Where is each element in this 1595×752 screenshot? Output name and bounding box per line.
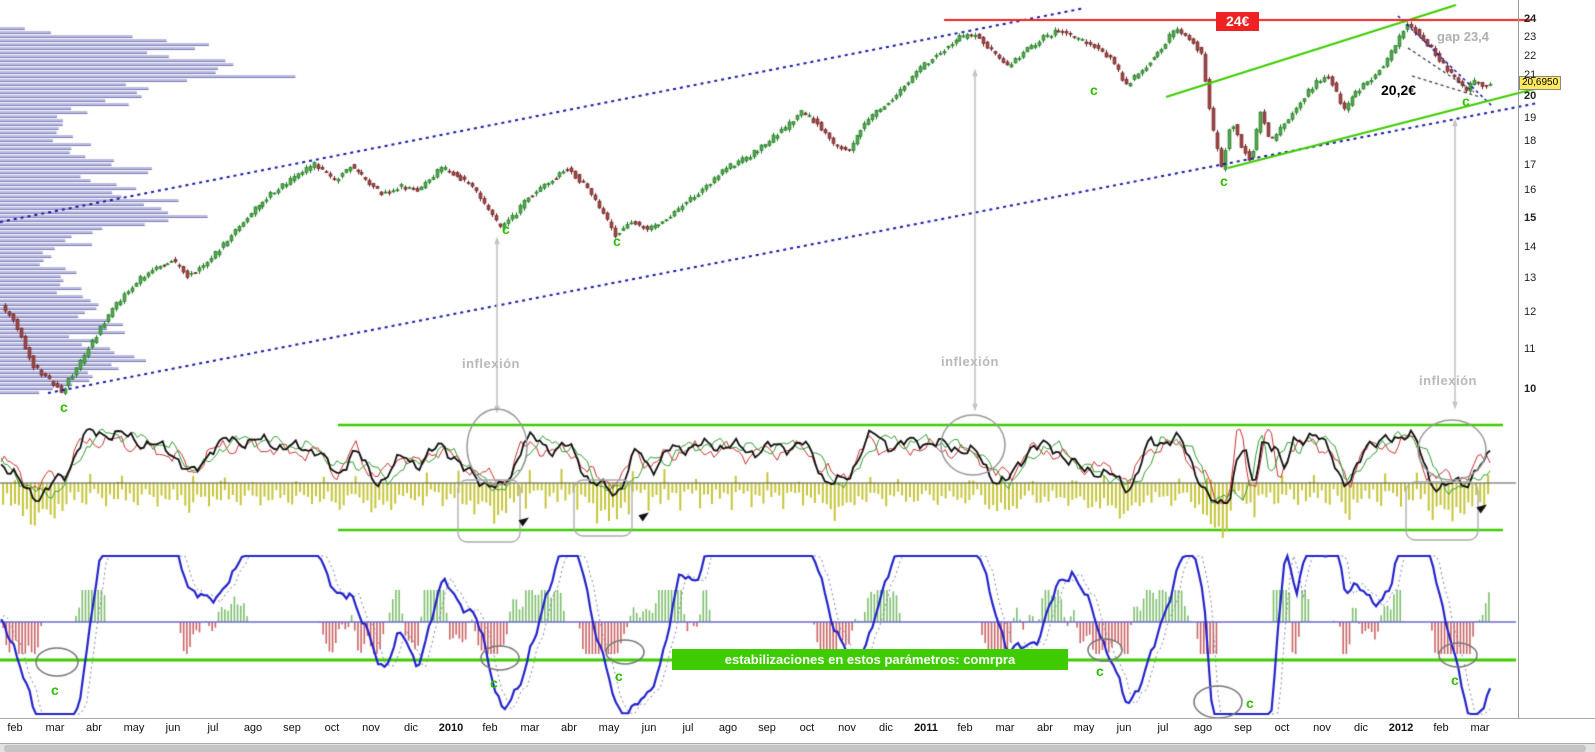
price-axis-tick: 20 xyxy=(1524,90,1537,102)
gap-label: gap 23,4 xyxy=(1437,29,1490,44)
scrollbar-handle[interactable] xyxy=(4,745,1586,752)
time-axis-label: jun xyxy=(1116,722,1132,734)
time-axis-label: 2011 xyxy=(914,722,938,734)
buy-marker-c: c xyxy=(615,668,623,684)
time-axis-label: ago xyxy=(718,722,738,734)
inflexion-label: inflexión xyxy=(941,354,999,369)
price-axis-tick: 22 xyxy=(1524,50,1537,62)
time-axis-label: jun xyxy=(165,722,181,734)
price-axis-tick: 16 xyxy=(1524,184,1537,196)
time-axis-label: dic xyxy=(1353,722,1369,734)
price-axis-tick: 11 xyxy=(1524,343,1536,355)
time-axis-label: abr xyxy=(561,722,577,734)
time-axis-label: jul xyxy=(207,722,219,734)
buy-marker-c: c xyxy=(1096,663,1104,679)
time-axis-label: ago xyxy=(1193,722,1213,734)
price-axis-tick: 21 xyxy=(1524,69,1537,81)
time-axis-label: feb xyxy=(482,722,498,734)
time-axis-label: mar xyxy=(45,722,65,734)
time-axis-label: mar xyxy=(520,722,540,734)
price-axis-tick: 24 xyxy=(1524,13,1537,25)
time-axis-label: abr xyxy=(86,722,102,734)
time-axis-label: sep xyxy=(758,722,776,734)
price-axis-tick: 12 xyxy=(1524,306,1537,318)
price-axis-tick: 10 xyxy=(1524,383,1537,395)
resistance-price-label: 24€ xyxy=(1216,12,1260,31)
time-axis-label: nov xyxy=(1313,722,1331,734)
time-axis-label: oct xyxy=(324,722,340,734)
time-axis-label: 2010 xyxy=(438,722,464,734)
buy-marker-c: c xyxy=(1220,173,1228,189)
price-axis-tick: 19 xyxy=(1524,112,1537,124)
time-axis-label: may xyxy=(123,722,145,734)
price-axis-tick: 17 xyxy=(1524,159,1537,171)
price-axis-tick: 18 xyxy=(1524,135,1537,147)
time-axis-label: oct xyxy=(799,722,815,734)
time-axis-label: dic xyxy=(878,722,894,734)
time-axis-label: jul xyxy=(682,722,694,734)
time-axis-label: ago xyxy=(243,722,263,734)
horizontal-scrollbar[interactable] xyxy=(0,743,1595,752)
time-axis-border xyxy=(0,718,1595,719)
price-axis-tick: 13 xyxy=(1524,272,1537,284)
time-axis-label: may xyxy=(598,722,620,734)
inflexion-label: inflexión xyxy=(1419,373,1477,388)
time-axis-label: 2012 xyxy=(1388,722,1414,734)
time-axis-label: abr xyxy=(1037,722,1053,734)
time-axis-label: may xyxy=(1073,722,1095,734)
price-axis-border xyxy=(1518,0,1519,718)
buy-marker-c: c xyxy=(1090,82,1098,98)
inflexion-label: inflexión xyxy=(462,356,520,371)
price-axis-tick: 23 xyxy=(1524,31,1537,43)
buy-marker-c: c xyxy=(490,675,498,691)
buy-marker-c: c xyxy=(1451,672,1459,688)
buy-marker-c: c xyxy=(613,233,621,249)
buy-banner: estabilizaciones en estos parámetros: co… xyxy=(672,649,1068,670)
price-axis-tick: 15 xyxy=(1524,212,1537,224)
time-axis-label: mar xyxy=(1470,722,1490,734)
time-axis-label: feb xyxy=(957,722,973,734)
time-axis-label: sep xyxy=(283,722,301,734)
time-axis-label: sep xyxy=(1234,722,1252,734)
support-price-label: 20,2€ xyxy=(1381,82,1417,98)
buy-marker-c: c xyxy=(1462,93,1470,109)
time-axis-label: dic xyxy=(403,722,419,734)
time-axis-label: nov xyxy=(362,722,380,734)
time-axis-label: oct xyxy=(1274,722,1290,734)
buy-marker-c: c xyxy=(51,682,59,698)
time-axis-label: nov xyxy=(838,722,856,734)
time-axis-label: feb xyxy=(1433,722,1449,734)
time-axis-label: jul xyxy=(1157,722,1169,734)
time-axis-label: feb xyxy=(7,722,23,734)
time-axis-label: jun xyxy=(641,722,657,734)
buy-marker-c: c xyxy=(60,399,68,415)
time-axis-label: mar xyxy=(995,722,1015,734)
last-price-box: 20,6950 xyxy=(1519,76,1562,90)
buy-marker-c: c xyxy=(502,221,510,237)
price-axis-tick: 14 xyxy=(1524,241,1537,253)
buy-marker-c: c xyxy=(1246,695,1254,711)
